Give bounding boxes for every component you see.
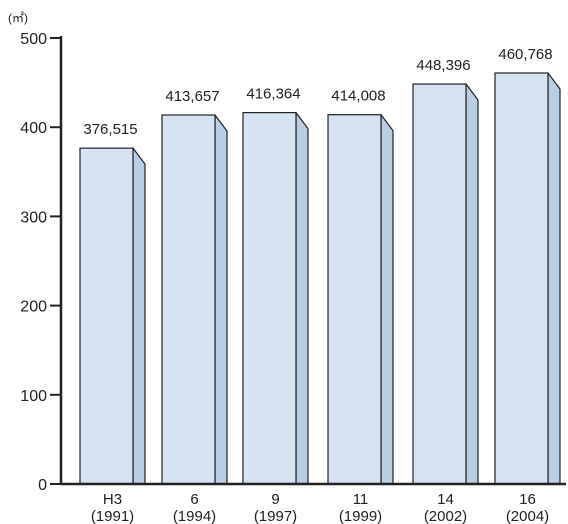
bar-front <box>494 72 549 485</box>
x-tick-label: 16 <box>519 491 536 508</box>
y-tick-label: 300 <box>20 209 47 226</box>
x-tick-sublabel: (1991) <box>91 508 134 524</box>
value-labels: 376,515 413,657 416,364 414,008 448,396 460,7… <box>83 46 552 138</box>
bar-side <box>380 114 394 485</box>
y-tick-label: 400 <box>20 120 47 137</box>
x-tick-sublabel: (1997) <box>254 508 297 524</box>
y-tick-label: 100 <box>20 388 47 405</box>
data-label: 448,396 <box>416 57 470 74</box>
bar-side <box>132 147 146 485</box>
bar-front <box>161 114 216 485</box>
x-tick-label: H3 <box>103 491 122 508</box>
bar-side <box>214 114 228 485</box>
data-label: 376,515 <box>83 121 137 138</box>
bar <box>494 72 561 485</box>
y-tick-label: 0 <box>38 477 47 494</box>
x-tick-sublabel: (2004) <box>506 508 549 524</box>
bar-side <box>465 83 479 485</box>
bar <box>242 112 309 485</box>
bar <box>412 83 479 485</box>
data-label: 416,364 <box>246 86 300 103</box>
x-tick-sublabel: (1994) <box>173 508 216 524</box>
x-tick-sublabel: (2002) <box>424 508 467 524</box>
bars <box>79 72 561 485</box>
bar-front <box>327 114 382 485</box>
bar <box>161 114 228 485</box>
x-tick-label: 6 <box>190 491 198 508</box>
bar-side <box>295 112 309 485</box>
y-tick-label: 200 <box>20 299 47 316</box>
bar <box>79 147 146 485</box>
y-axis-ticks: 0 100 200 300 400 500 <box>20 31 61 494</box>
bar-front <box>79 147 134 485</box>
category-labels: H3(1991) 6(1994) 9(1997) 11(1999) 14(2002) 16… <box>91 491 549 524</box>
y-axis-unit-label: (㎡) <box>8 11 28 25</box>
bar <box>327 114 394 485</box>
x-tick-label: 14 <box>437 491 454 508</box>
bar-side <box>547 72 561 485</box>
data-label: 414,008 <box>331 88 385 105</box>
data-label: 460,768 <box>498 46 552 63</box>
data-label: 413,657 <box>165 88 219 105</box>
x-tick-sublabel: (1999) <box>339 508 382 524</box>
bar-front <box>242 112 297 485</box>
y-tick-label: 500 <box>20 31 47 48</box>
bar-front <box>412 83 467 485</box>
x-tick-label: 11 <box>353 491 369 508</box>
x-tick-label: 9 <box>271 491 279 508</box>
